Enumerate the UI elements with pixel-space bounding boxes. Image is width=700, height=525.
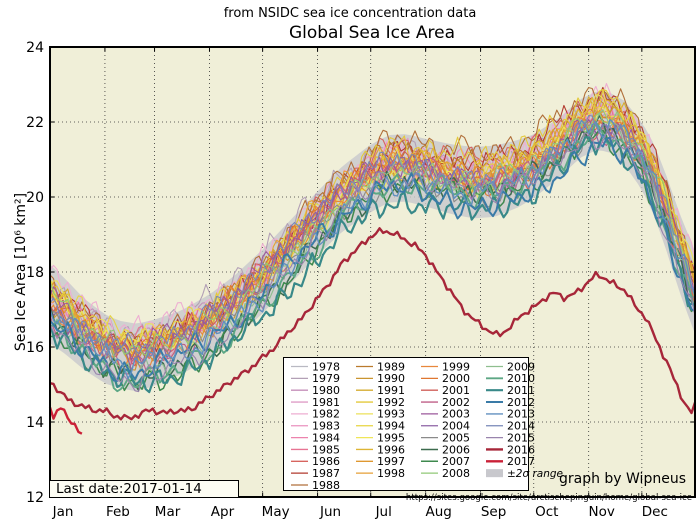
y-tick-label: 12 — [26, 490, 44, 506]
y-tick-label: 20 — [26, 190, 44, 206]
legend-label: 1999 — [442, 360, 470, 373]
y-tick-label: 18 — [26, 265, 44, 281]
legend-label: 2012 — [507, 396, 535, 409]
chart-subtitle: from NSIDC sea ice concentration data — [223, 6, 477, 21]
series-line — [49, 118, 696, 361]
legend-label: 1986 — [312, 455, 340, 468]
month-label: Mar — [155, 504, 181, 520]
chart-title: Global Sea Ice Area — [288, 23, 456, 43]
month-label: Nov — [589, 504, 615, 520]
legend-label: 2004 — [442, 420, 470, 433]
legend-label: 2016 — [507, 443, 535, 456]
legend-label: 2013 — [507, 408, 535, 421]
month-label: Apr — [211, 504, 235, 520]
legend-label: 2009 — [507, 360, 535, 373]
legend-label: 1985 — [312, 443, 340, 456]
legend-label: 1980 — [312, 384, 340, 397]
month-label: May — [262, 504, 290, 520]
series-line — [49, 102, 696, 359]
y-tick-label: 24 — [26, 40, 44, 56]
legend-label: 2014 — [507, 420, 535, 433]
y-tick-label: 22 — [26, 115, 44, 131]
series-line — [49, 227, 697, 421]
legend-label: 1993 — [377, 408, 405, 421]
series-line — [49, 114, 696, 357]
y-tick-label: 14 — [26, 415, 44, 431]
series-line — [49, 125, 696, 393]
series-line — [48, 134, 696, 394]
legend-label: 1983 — [312, 420, 340, 433]
legend-label: 2006 — [442, 443, 470, 456]
source-url: https://sites.google.com/site/arctischep… — [405, 493, 692, 503]
legend-box — [283, 357, 529, 491]
legend-label: 1984 — [312, 431, 340, 444]
legend-label: 2000 — [442, 372, 470, 385]
legend-label: 1990 — [377, 372, 405, 385]
series-line — [49, 94, 696, 344]
legend-label: 2007 — [442, 455, 470, 468]
legend-label: 2011 — [507, 384, 535, 397]
legend-label: 1992 — [377, 396, 405, 409]
legend-label: 1978 — [312, 360, 340, 373]
legend-label: 2005 — [442, 431, 470, 444]
month-label: Jun — [319, 504, 341, 520]
month-label: Jan — [52, 504, 74, 520]
legend-label: 2015 — [507, 431, 535, 444]
series-line — [49, 136, 696, 382]
legend-label: 2017 — [507, 455, 535, 468]
legend-label: 1991 — [377, 384, 405, 397]
legend-label: 1988 — [312, 479, 340, 492]
credit-text: graph by Wipneus — [558, 471, 686, 487]
legend-label: 1989 — [377, 360, 405, 373]
y-tick-label: 16 — [26, 340, 44, 356]
legend-label: 2010 — [507, 372, 535, 385]
legend-label: 2003 — [442, 408, 470, 421]
legend-label: 2002 — [442, 396, 470, 409]
month-label: Oct — [535, 504, 558, 520]
month-label: Feb — [106, 504, 130, 520]
y-axis-label: Sea Ice Area [10⁶ km²] — [13, 192, 29, 352]
legend-sigma-label: ±2σ range — [507, 468, 563, 480]
legend-label: 1994 — [377, 420, 405, 433]
last-date-box: Last date:2017-01-14 — [49, 480, 239, 498]
month-label: Sep — [481, 504, 506, 520]
legend-label: 1987 — [312, 467, 340, 480]
legend-label: 2001 — [442, 384, 470, 397]
legend-label: 1979 — [312, 372, 340, 385]
legend-label: 1981 — [312, 396, 340, 409]
series-line — [48, 406, 83, 435]
legend-label: 2008 — [442, 467, 470, 480]
legend-label: 1998 — [377, 467, 405, 480]
month-label: Aug — [425, 504, 451, 520]
legend-sigma-swatch — [486, 469, 503, 478]
legend-label: 1997 — [377, 455, 405, 468]
month-label: Dec — [642, 504, 668, 520]
legend-label: 1996 — [377, 443, 405, 456]
legend-label: 1995 — [377, 431, 405, 444]
legend-label: 1982 — [312, 408, 340, 421]
month-label: Jul — [375, 504, 392, 520]
